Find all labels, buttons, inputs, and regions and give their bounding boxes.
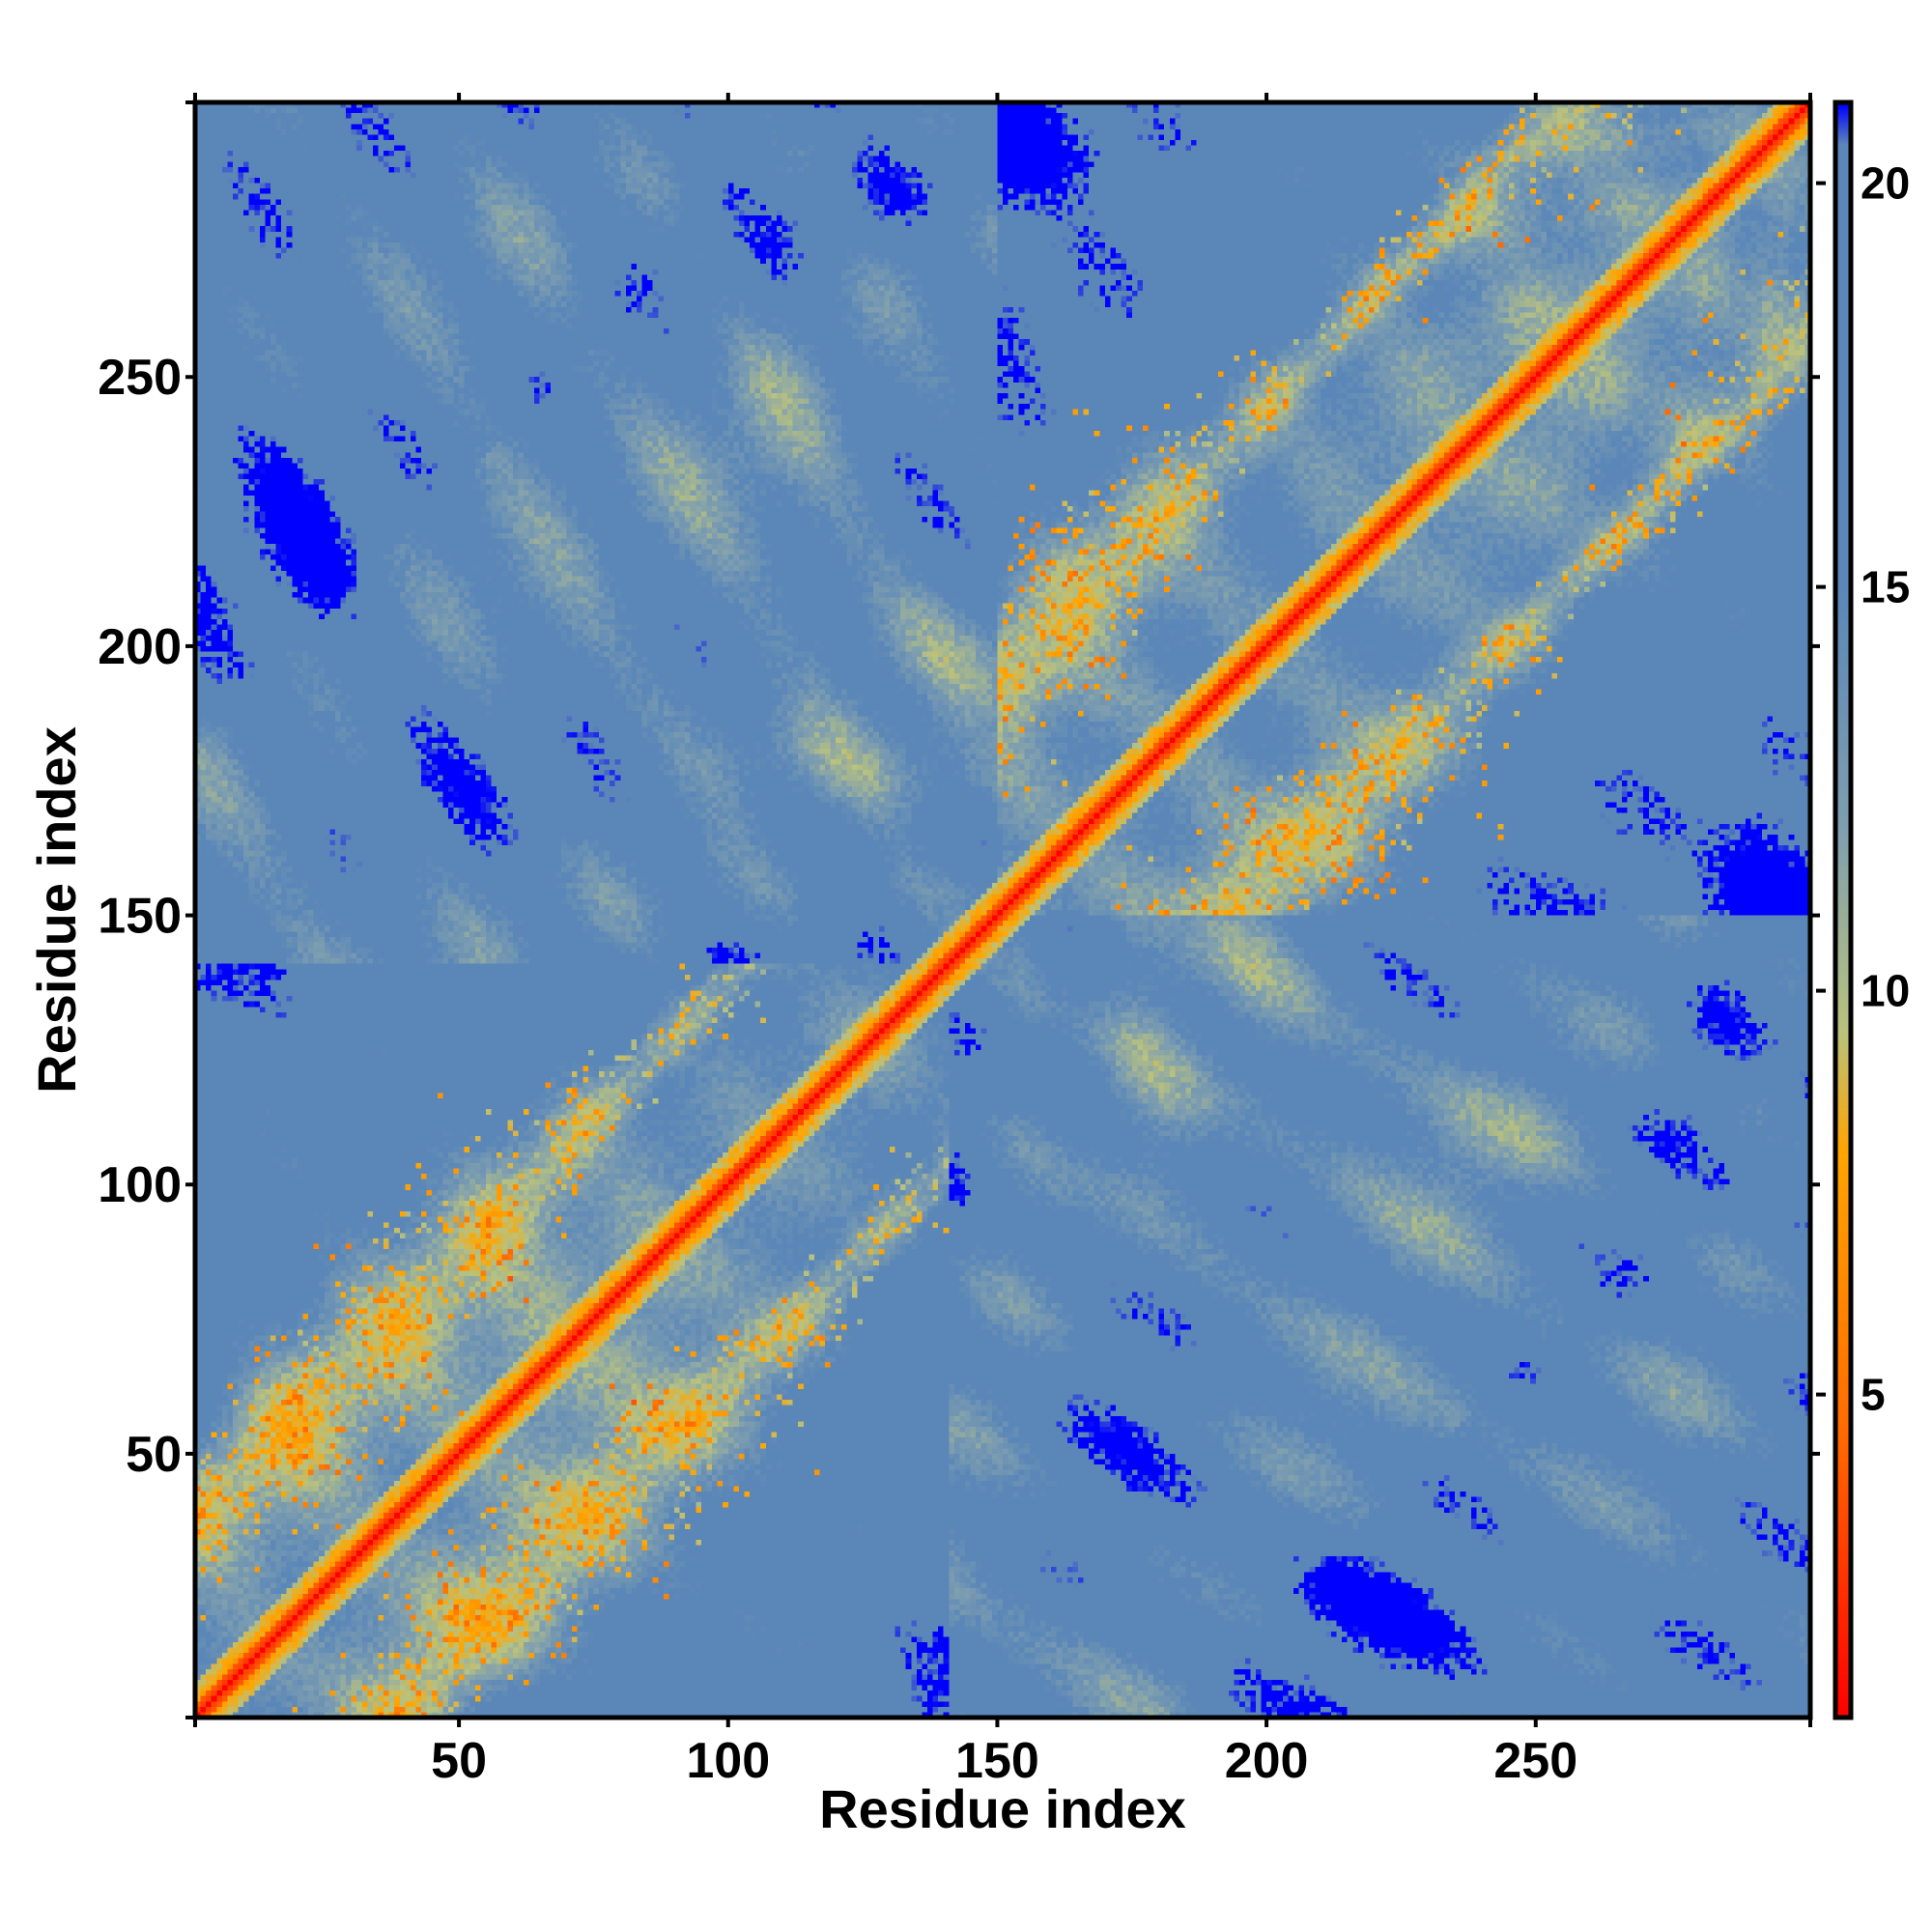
x-tick-label: 200: [1225, 1733, 1309, 1789]
y-tick-label: 200: [98, 619, 182, 675]
y-axis-title: Residue index: [26, 726, 87, 1094]
colorbar-gradient: [1835, 102, 1851, 1718]
y-tick-label: 100: [98, 1157, 182, 1213]
y-tick-label: 50: [126, 1427, 182, 1483]
x-tick-label: 100: [686, 1733, 770, 1789]
x-tick-label: 150: [955, 1733, 1039, 1789]
colorbar-tick-label: 15: [1861, 562, 1910, 612]
colorbar-tick-label: 20: [1861, 158, 1910, 209]
y-axis-ticks: 50 100 150 200 250: [98, 100, 195, 1719]
colorbar-tick-label: 5: [1861, 1370, 1886, 1420]
colorbar-frame: [1833, 99, 1854, 1720]
x-axis-title: Residue index: [819, 1778, 1186, 1839]
plot-frame: [192, 99, 1813, 1720]
x-tick-label: 250: [1493, 1733, 1577, 1789]
y-tick-label: 250: [98, 350, 182, 406]
colorbar-ticks: 5 10 15 20: [1810, 158, 1910, 1456]
x-axis-ticks: 50 100 150 200 250: [193, 93, 1812, 1789]
y-tick-label: 150: [98, 889, 182, 945]
heatmap-cells: [195, 102, 1810, 1718]
colorbar-tick-label: 10: [1861, 966, 1910, 1016]
x-tick-label: 50: [431, 1733, 487, 1789]
